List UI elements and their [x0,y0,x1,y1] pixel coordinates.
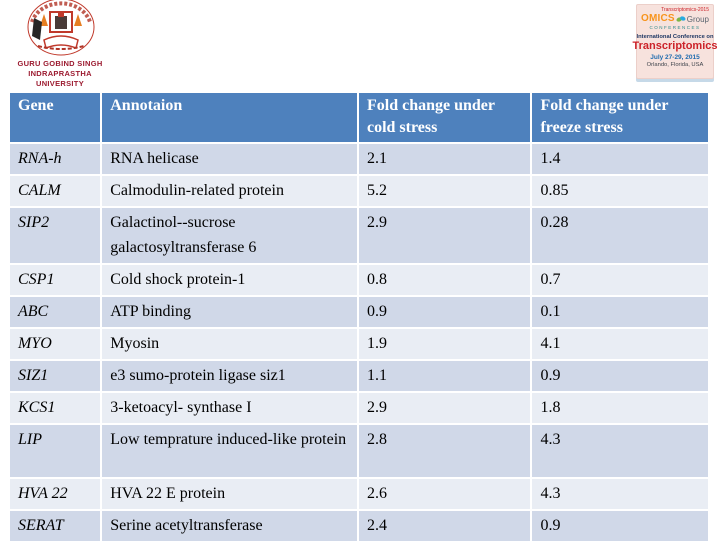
gene-name: SIP2 [10,207,101,263]
university-emblem-icon [27,0,95,56]
gene-name: SIZ1 [10,360,101,391]
gene-annotation: 3-ketoacyl- synthase I [102,392,357,423]
conference-logo: Transcriptomics-2015 OMICS Group CONFERE… [633,4,718,79]
cold-stress-value: 0.8 [358,264,531,295]
cold-stress-value: 2.1 [358,143,531,174]
gene-name: RNA-h [10,143,101,174]
cold-stress-value: 0.9 [358,296,531,327]
conferences-label: CONFERENCES [649,25,701,30]
university-name: GURU GOBIND SINGH INDRAPRASTHA UNIVERSIT… [4,59,116,88]
freeze-stress-value: 4.3 [532,478,708,509]
freeze-stress-value: 0.9 [532,360,708,391]
table-row: KCS1 3-ketoacyl- synthase I 2.9 1.8 [10,392,708,423]
gene-name: SERAT [10,510,101,541]
freeze-stress-value: 1.4 [532,143,708,174]
omics-brand-text: OMICS [640,13,675,24]
gene-annotation: HVA 22 E protein [102,478,357,509]
column-header-gene: Gene [10,93,101,142]
university-name-line3: UNIVERSITY [35,78,84,88]
gene-annotation: Serine acetyltransferase [102,510,357,541]
table-row: SERAT Serine acetyltransferase 2.4 0.9 [10,510,708,541]
gene-annotation: RNA helicase [102,143,357,174]
gene-name: LIP [10,424,101,477]
university-name-line2: INDRAPRASTHA [28,68,92,78]
gene-name: CSP1 [10,264,101,295]
omics-group-brand: OMICS Group [641,14,709,24]
freeze-stress-value: 0.28 [532,207,708,263]
gene-annotation: ATP binding [102,296,357,327]
table-row: RNA-h RNA helicase 2.1 1.4 [10,143,708,174]
gene-name: MYO [10,328,101,359]
table-row: CSP1 Cold shock protein-1 0.8 0.7 [10,264,708,295]
gene-annotation: Low temprature induced-like protein [102,424,357,477]
gene-name: KCS1 [10,392,101,423]
cold-stress-value: 5.2 [358,175,531,206]
cold-stress-value: 2.9 [358,392,531,423]
freeze-stress-value: 4.1 [532,328,708,359]
gene-name: ABC [10,296,101,327]
university-logo: GURU GOBIND SINGH INDRAPRASTHA UNIVERSIT… [4,0,116,88]
gene-annotation: Myosin [102,328,357,359]
column-header-cold-stress: Fold change under cold stress [358,93,531,142]
table-row: SIP2 Galactinol--sucrose galactosyltrans… [10,207,708,263]
gene-expression-table: Gene Annotaion Fold change under cold st… [8,91,710,543]
omics-butterfly-icon [676,16,686,22]
cold-stress-value: 2.6 [358,478,531,509]
column-header-annotation: Annotaion [102,93,357,142]
university-name-line1: GURU GOBIND SINGH [17,59,103,68]
cold-stress-value: 2.8 [358,424,531,477]
column-header-freeze-stress: Fold change under freeze stress [532,93,708,142]
table-row: HVA 22 HVA 22 E protein 2.6 4.3 [10,478,708,509]
table-header-row: Gene Annotaion Fold change under cold st… [10,93,708,142]
table-row: CALM Calmodulin-related protein 5.2 0.85 [10,175,708,206]
table-row: MYO Myosin 1.9 4.1 [10,328,708,359]
freeze-stress-value: 0.85 [532,175,708,206]
cold-stress-value: 2.9 [358,207,531,263]
conference-title: Transcriptomics [632,40,718,52]
gene-annotation: Cold shock protein-1 [102,264,357,295]
freeze-stress-value: 0.9 [532,510,708,541]
gene-annotation: Calmodulin-related protein [102,175,357,206]
cold-stress-value: 1.9 [358,328,531,359]
cold-stress-value: 1.1 [358,360,531,391]
conference-subtitle: International Conference on [636,34,714,40]
gene-annotation: Galactinol--sucrose galactosyltransferas… [102,207,357,263]
conference-date: July 27-29, 2015 [650,54,700,62]
freeze-stress-value: 0.7 [532,264,708,295]
table-row: LIP Low temprature induced-like protein … [10,424,708,477]
conference-location: Orlando, Florida, USA [646,62,704,69]
gene-name: HVA 22 [10,478,101,509]
table-row: SIZ1 e3 sumo-protein ligase siz1 1.1 0.9 [10,360,708,391]
gene-annotation: e3 sumo-protein ligase siz1 [102,360,357,391]
cold-stress-value: 2.4 [358,510,531,541]
conference-edition-label: Transcriptomics-2015 [661,7,709,13]
table-row: ABC ATP binding 0.9 0.1 [10,296,708,327]
freeze-stress-value: 0.1 [532,296,708,327]
group-brand-text: Group [686,15,709,24]
freeze-stress-value: 4.3 [532,424,708,477]
gene-name: CALM [10,175,101,206]
freeze-stress-value: 1.8 [532,392,708,423]
